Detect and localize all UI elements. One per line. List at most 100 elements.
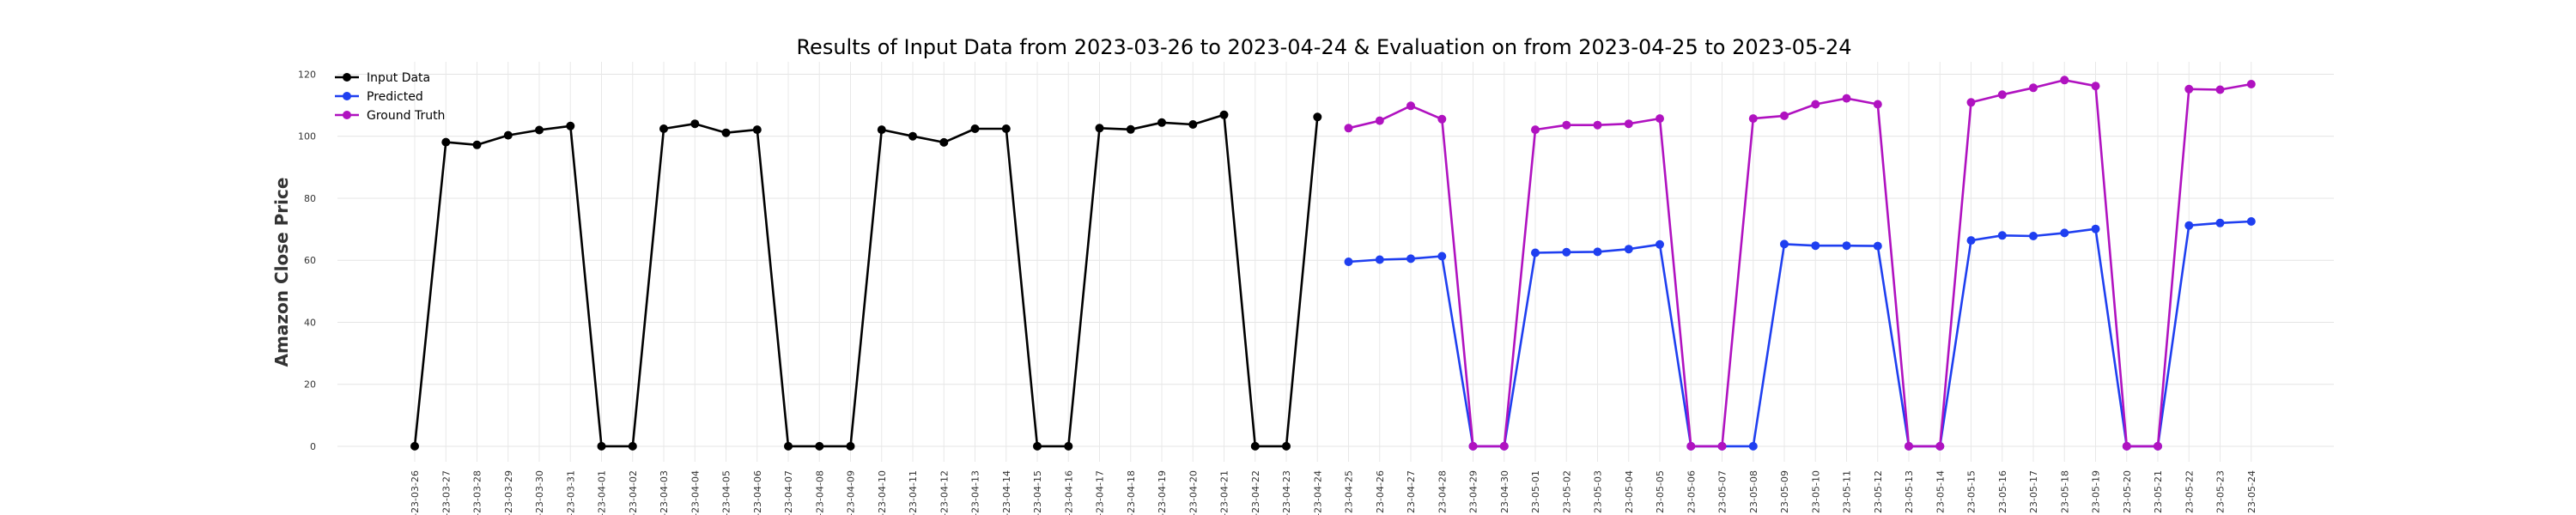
data-point (1033, 441, 1042, 451)
x-tick-label: -23-04-24 (1312, 470, 1323, 515)
data-point (2215, 218, 2225, 227)
data-point (1250, 441, 1260, 451)
data-point (1966, 98, 1976, 107)
data-point (1406, 101, 1415, 111)
data-point (1157, 118, 1166, 127)
x-tick-label: -23-04-22 (1250, 470, 1261, 515)
x-tick-label: 23-05-21 (2153, 470, 2164, 513)
legend-marker-ground-truth (343, 111, 351, 119)
data-point (1656, 114, 1664, 124)
data-point (535, 125, 544, 135)
x-tick-label: 23-05-17 (2028, 470, 2039, 513)
data-point (597, 441, 606, 451)
data-point (1997, 231, 2007, 240)
data-point (1811, 100, 1820, 109)
data-point (877, 125, 886, 135)
x-tick-label: -23-04-06 (752, 470, 763, 515)
x-tick-label: -23-03-27 (440, 470, 452, 515)
x-tick-label: 23-05-11 (1842, 470, 1853, 513)
data-point (1313, 112, 1322, 122)
data-point (659, 124, 668, 133)
data-point (1656, 239, 1664, 249)
x-tick-label: 23-05-04 (1624, 470, 1635, 513)
data-point (1064, 441, 1073, 451)
legend-label-predicted: Predicted (367, 90, 423, 104)
series-line-predicted (1348, 220, 2251, 448)
data-point (1406, 254, 1415, 264)
data-point (1997, 90, 2007, 100)
data-point (1188, 120, 1198, 129)
data-point (1437, 114, 1447, 124)
data-point (628, 441, 637, 451)
data-point (1468, 441, 1478, 451)
x-tick-label: 23-05-08 (1748, 470, 1759, 513)
data-point (1624, 119, 1633, 129)
data-point (1717, 441, 1727, 451)
data-point (970, 124, 980, 133)
x-tick-label: 23-05-18 (2059, 470, 2070, 513)
data-point (1562, 120, 1571, 130)
x-tick-label: -23-03-29 (503, 470, 514, 515)
data-point (2029, 232, 2038, 240)
legend: Input Data Predicted Ground Truth (335, 71, 445, 123)
x-tick-label: -23-04-21 (1219, 470, 1230, 515)
x-tick-label: 23-05-10 (1810, 470, 1821, 513)
data-point (1748, 441, 1758, 451)
x-tick-label: 23-05-20 (2122, 470, 2133, 513)
data-point (784, 441, 793, 451)
series-line-ground-truth (1348, 79, 2252, 448)
data-point (503, 130, 513, 140)
data-point (752, 125, 762, 135)
x-tick-label: -23-03-28 (472, 470, 483, 515)
data-point (1282, 441, 1291, 451)
data-point (721, 128, 731, 137)
data-point (1437, 251, 1447, 261)
x-tick-label: -23-04-05 (721, 470, 732, 515)
data-point (2060, 76, 2069, 85)
x-tick-label: -23-03-30 (534, 470, 545, 515)
x-tick-label: -23-04-18 (1126, 470, 1137, 515)
data-point (1966, 236, 1976, 245)
data-point (1748, 114, 1758, 124)
data-point (1344, 258, 1353, 266)
data-point (1811, 241, 1820, 251)
legend-label-ground-truth: Ground Truth (367, 109, 445, 123)
series-layer (410, 76, 2256, 451)
y-tick-label: 40 (304, 317, 316, 328)
data-point (846, 441, 855, 451)
x-tick-label: 23-04-26 (1375, 470, 1386, 513)
data-point (1344, 124, 1353, 133)
x-tick-label: -23-04-08 (814, 470, 825, 515)
y-tick-label: 80 (304, 193, 316, 204)
x-tick-label: 23-04-29 (1468, 470, 1479, 513)
x-tick-label: 23-05-24 (2246, 470, 2257, 513)
y-tick-label: 100 (298, 131, 316, 142)
x-tick-label: 23-05-01 (1530, 470, 1541, 513)
data-point (1873, 241, 1882, 251)
data-point (690, 119, 700, 129)
data-point (2091, 82, 2100, 91)
data-point (1531, 248, 1540, 258)
data-point (2154, 441, 2162, 451)
data-point (1531, 125, 1540, 135)
x-tick-label: -23-04-15 (1032, 470, 1043, 515)
data-point (1593, 120, 1602, 130)
x-tick-label: 23-04-28 (1437, 470, 1448, 513)
data-point (1686, 441, 1696, 451)
data-point (2060, 228, 2069, 238)
x-tick-label: 23-05-23 (2215, 470, 2227, 513)
x-tick-label: -23-03-31 (565, 470, 576, 515)
x-tick-label: -23-04-19 (1157, 470, 1168, 515)
x-tick-label: 23-05-05 (1655, 470, 1666, 513)
data-point (2029, 83, 2038, 93)
x-tick-label: -23-04-10 (877, 470, 888, 515)
x-tick-label: 23-04-27 (1406, 470, 1417, 513)
data-point (1905, 441, 1913, 451)
x-tick-label: -23-04-07 (783, 470, 794, 515)
x-tick-label: 23-05-12 (1873, 470, 1884, 513)
x-tick-label: -23-04-12 (939, 470, 950, 515)
data-point (566, 121, 575, 130)
x-tick-label: 23-04-30 (1499, 470, 1510, 513)
data-point (472, 140, 482, 149)
